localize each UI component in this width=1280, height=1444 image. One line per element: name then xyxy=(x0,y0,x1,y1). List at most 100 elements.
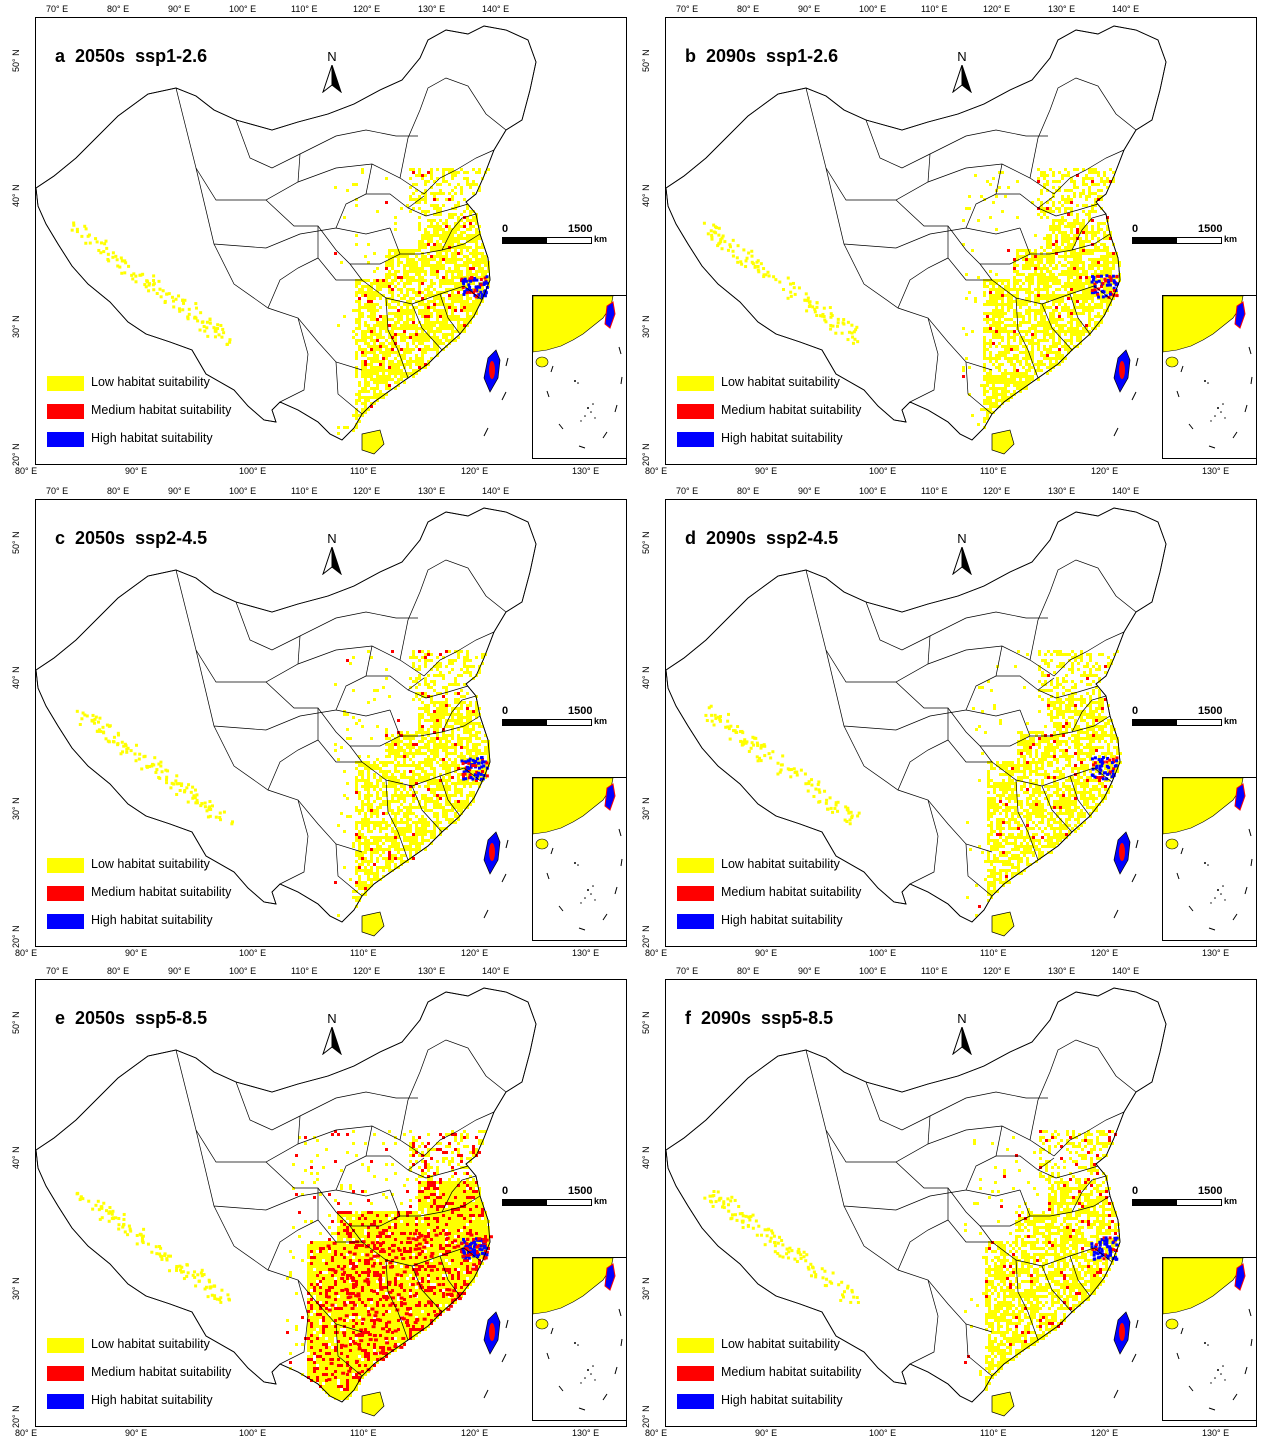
suitability-cell xyxy=(1082,273,1085,276)
suitability-cell xyxy=(433,779,436,782)
suitability-cell xyxy=(409,366,412,369)
suitability-cell xyxy=(361,348,364,351)
suitability-cell xyxy=(412,276,415,279)
suitability-cell xyxy=(391,360,394,363)
suitability-cell xyxy=(772,275,775,278)
suitability-cell xyxy=(409,168,412,171)
suitability-cell xyxy=(854,328,857,331)
suitability-cell xyxy=(439,716,442,719)
suitability-cell xyxy=(457,716,460,719)
suitability-cell xyxy=(188,308,191,311)
suitability-cell xyxy=(454,276,457,279)
suitability-cell xyxy=(1052,186,1055,189)
suitability-cell xyxy=(1016,288,1019,291)
suitability-cell xyxy=(418,291,421,294)
suitability-cell xyxy=(1007,345,1010,348)
suitability-cell xyxy=(427,339,430,342)
suitability-cell xyxy=(451,303,454,306)
suitability-cell xyxy=(430,315,433,318)
suitability-cell xyxy=(1079,333,1082,336)
suitability-cell xyxy=(1052,210,1055,213)
suitability-cell xyxy=(448,270,451,273)
suitability-cell xyxy=(1058,357,1061,360)
suitability-cell xyxy=(400,785,403,788)
suitability-cell xyxy=(116,743,119,746)
suitability-cell xyxy=(421,261,424,264)
suitability-cell xyxy=(421,309,424,312)
suitability-cell xyxy=(807,297,810,300)
suitability-cell xyxy=(998,321,1001,324)
suitability-cell xyxy=(998,309,1001,312)
suitability-cell xyxy=(466,749,469,752)
suitability-cell xyxy=(358,845,361,848)
suitability-cell xyxy=(373,339,376,342)
suitability-cell xyxy=(403,348,406,351)
suitability-cell xyxy=(1052,201,1055,204)
suitability-cell xyxy=(391,324,394,327)
suitability-cell xyxy=(714,231,717,234)
suitability-cell xyxy=(427,306,430,309)
suitability-cell xyxy=(1013,309,1016,312)
suitability-cell xyxy=(388,809,391,812)
suitability-cell xyxy=(442,761,445,764)
suitability-cell xyxy=(177,294,180,297)
suitability-cell xyxy=(1013,363,1016,366)
suitability-cell xyxy=(424,692,427,695)
suitability-cell xyxy=(1046,288,1049,291)
suitability-cell xyxy=(445,749,448,752)
suitability-cell xyxy=(337,426,340,429)
suitability-cell xyxy=(454,213,457,216)
suitability-cell xyxy=(388,360,391,363)
suitability-cell xyxy=(367,291,370,294)
suitability-cell xyxy=(1100,303,1103,306)
suitability-cell xyxy=(397,282,400,285)
suitability-cell xyxy=(439,267,442,270)
suitability-cell xyxy=(379,806,382,809)
suitability-cell xyxy=(1067,297,1070,300)
suitability-cell xyxy=(983,351,986,354)
suitability-cell xyxy=(1079,255,1082,258)
suitability-cell xyxy=(1079,312,1082,315)
suitability-cell xyxy=(382,770,385,773)
suitability-cell xyxy=(983,390,986,393)
suitability-cell xyxy=(460,306,463,309)
suitability-cell xyxy=(409,279,412,282)
suitability-cell xyxy=(415,731,418,734)
suitability-cell xyxy=(376,689,379,692)
suitability-cell xyxy=(1001,294,1004,297)
suitability-cell xyxy=(1082,204,1085,207)
suitability-cell xyxy=(478,731,481,734)
suitability-cell xyxy=(439,327,442,330)
suitability-cell xyxy=(397,378,400,381)
suitability-cell xyxy=(394,791,397,794)
suitability-cell xyxy=(1076,273,1079,276)
suitability-cell xyxy=(1055,219,1058,222)
suitability-cell xyxy=(406,288,409,291)
suitability-cell xyxy=(388,770,391,773)
suitability-cell xyxy=(370,375,373,378)
suitability-cell xyxy=(1022,273,1025,276)
suitability-cell xyxy=(1103,243,1106,246)
suitability-cell xyxy=(1034,252,1037,255)
suitability-cell xyxy=(397,261,400,264)
suitability-cell xyxy=(460,782,463,785)
suitability-cell xyxy=(1040,351,1043,354)
suitability-cell xyxy=(415,833,418,836)
suitability-cell xyxy=(409,836,412,839)
suitability-cell xyxy=(436,330,439,333)
suitability-cell xyxy=(475,737,478,740)
bottom-tick-label: 120° E xyxy=(1091,466,1118,476)
suitability-cell xyxy=(986,279,989,282)
suitability-cell xyxy=(750,250,753,253)
suitability-cell xyxy=(430,767,433,770)
suitability-cell xyxy=(1034,336,1037,339)
suitability-cell xyxy=(174,779,177,782)
suitability-cell xyxy=(463,701,466,704)
suitability-cell xyxy=(1052,174,1055,177)
suitability-cell xyxy=(394,815,397,818)
suitability-cell xyxy=(469,704,472,707)
suitability-cell xyxy=(367,363,370,366)
suitability-cell xyxy=(992,378,995,381)
suitability-cell xyxy=(385,857,388,860)
suitability-cell xyxy=(355,333,358,336)
